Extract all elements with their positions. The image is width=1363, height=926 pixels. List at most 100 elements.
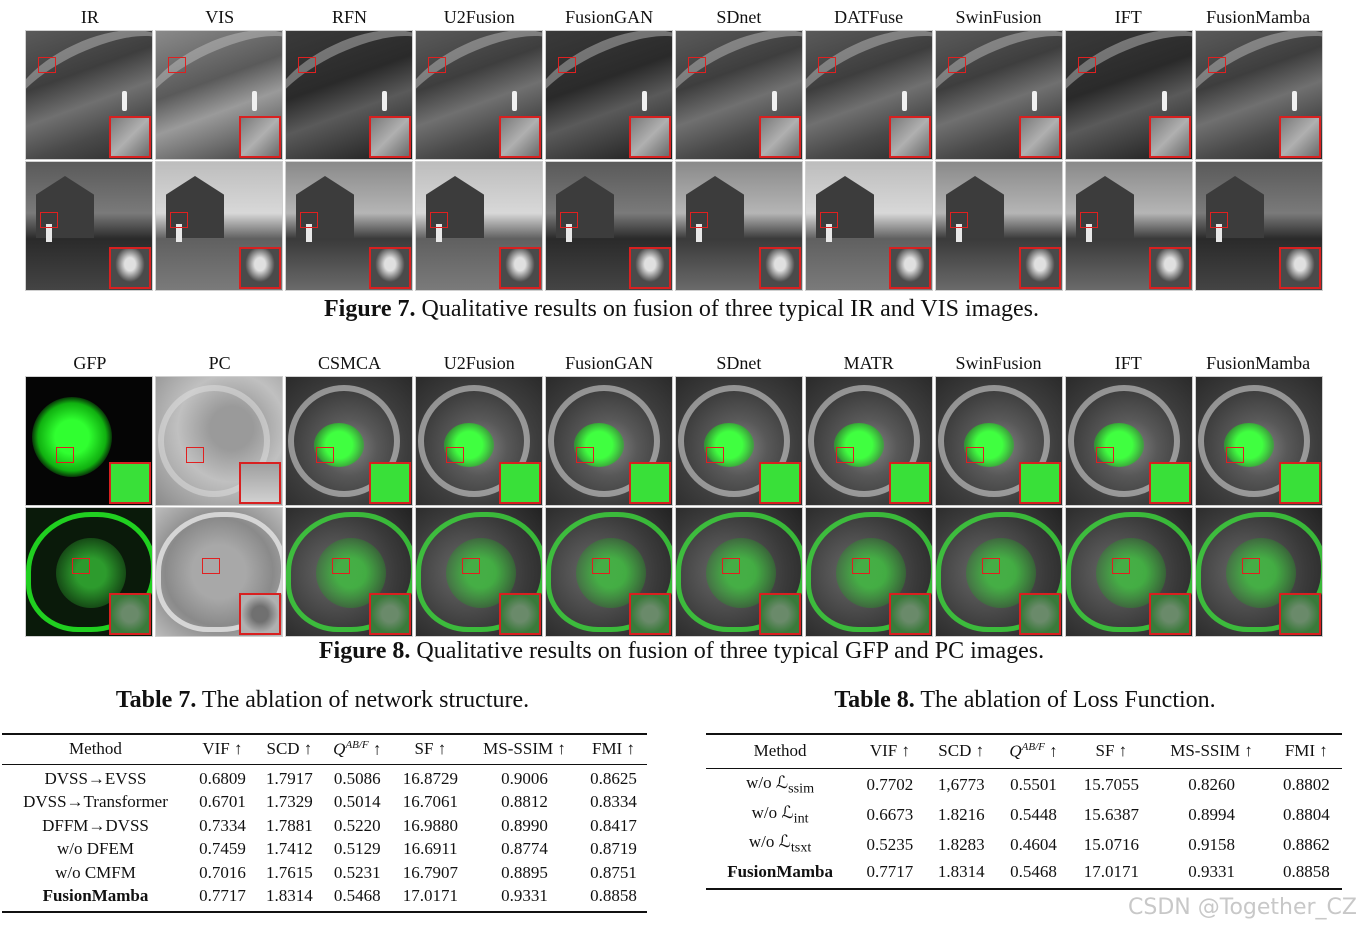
image-tile [675, 376, 803, 506]
roi-box [950, 212, 968, 228]
image-tile [285, 507, 413, 637]
table-label: Table 8. [834, 687, 915, 713]
roi-box [202, 558, 220, 574]
image-tile [155, 161, 283, 291]
table-row: w/o ℒint 0.6673 1.8216 0.5448 15.6387 0.8994 0… [751, 802, 1330, 826]
table-8-title: Table 8. The ablation of Loss Function. [705, 687, 1345, 714]
table-title-text: The ablation of network structure. [201, 687, 530, 713]
roi-box [186, 447, 204, 463]
header-scd: SCD ↑ [255, 732, 323, 765]
zoom-inset [1019, 462, 1061, 504]
image-tile [1065, 507, 1193, 637]
roi-box [982, 558, 1000, 574]
image-tile [675, 30, 803, 160]
roi-box [836, 447, 854, 463]
image-tile [1195, 161, 1323, 291]
table-row: w/o ℒssim 0.7702 1,6773 0.5501 15.7055 0.8260… [746, 772, 1330, 797]
column-label: CSMCA [317, 353, 381, 373]
table-row: DVSS→Transformer 0.6701 1.7329 0.5014 16.706… [23, 792, 637, 812]
zoom-inset [629, 462, 671, 504]
column-label: FusionMamba [1206, 353, 1311, 373]
column-label: FusionGAN [565, 353, 654, 373]
zoom-inset [499, 593, 541, 635]
zoom-inset [1019, 593, 1061, 635]
zoom-inset [109, 462, 151, 504]
table-header-row: Method VIF ↑ SCD ↑ QAB/F ↑ SF ↑ MS-SSIM … [2, 732, 647, 765]
zoom-inset [759, 462, 801, 504]
header-sf: SF ↑ [1070, 732, 1153, 769]
table-label: Table 7. [115, 687, 197, 713]
zoom-inset [369, 247, 411, 289]
figure-7-caption: Figure 7. Qualitative results on fusion … [0, 296, 1363, 323]
zoom-inset [239, 462, 281, 504]
header-vif: VIF ↑ [854, 732, 926, 769]
watermark: CSDN @Together_CZ [1128, 895, 1357, 920]
caption-label: Figure 8. [318, 638, 411, 664]
table-title-text: The ablation of Loss Function. [920, 687, 1216, 713]
zoom-inset [1019, 116, 1061, 158]
table-row: w/o ℒtsxt 0.5235 1.8283 0.4604 15.0716 0.9158… [748, 832, 1330, 856]
figure-8-caption: Figure 8. Qualitative results on fusion … [0, 638, 1363, 665]
table-7: Method VIF ↑ SCD ↑ QAB/F ↑ SF ↑ MS-SSIM … [2, 732, 647, 913]
image-tile [935, 30, 1063, 160]
roi-box [818, 57, 836, 73]
caption-text: Qualitative results on fusion of three t… [421, 296, 1039, 322]
table-row: DFFM→DVSS 0.7334 1.7881 0.5220 16.9880 0.8990… [42, 815, 637, 835]
table-row: DVSS→EVSS 0.6809 1.7917 0.5086 16.8729 0.9006… [44, 768, 637, 788]
image-tile [1195, 376, 1323, 506]
zoom-inset [629, 247, 671, 289]
zoom-inset [759, 593, 801, 635]
zoom-inset [889, 462, 931, 504]
roi-box [966, 447, 984, 463]
roi-box [1078, 57, 1096, 73]
roi-box [72, 558, 90, 574]
column-label: MATR [843, 353, 894, 373]
roi-box [1096, 447, 1114, 463]
roi-box [316, 447, 334, 463]
image-tile [805, 376, 933, 506]
zoom-inset [759, 116, 801, 158]
roi-box [576, 447, 594, 463]
image-tile [155, 507, 283, 637]
header-scd: SCD ↑ [925, 732, 997, 769]
header-qabf: QAB/F ↑ [322, 732, 392, 765]
table-8: Method VIF ↑ SCD ↑ QAB/F ↑ SF ↑ MS-SSIM … [706, 732, 1342, 890]
roi-box [1226, 447, 1244, 463]
header-sf: SF ↑ [391, 732, 470, 765]
image-tile [545, 161, 673, 291]
column-label: FusionGAN [565, 7, 654, 27]
roi-box [168, 57, 186, 73]
roi-box [722, 558, 740, 574]
zoom-inset [1279, 593, 1321, 635]
roi-box [558, 57, 576, 73]
zoom-inset [1149, 247, 1191, 289]
roi-box [706, 447, 724, 463]
roi-box [332, 558, 350, 574]
zoom-inset [1279, 462, 1321, 504]
image-tile [25, 161, 153, 291]
header-ms-ssim: MS-SSIM ↑ [469, 732, 580, 765]
figure-8: GFP PC CSMCA U2Fusion FusionGAN SDnet MA… [25, 350, 1323, 638]
column-label: SDnet [716, 353, 762, 373]
column-label: FusionMamba [1206, 7, 1311, 27]
roi-box [560, 212, 578, 228]
table-header-row: Method VIF ↑ SCD ↑ QAB/F ↑ SF ↑ MS-SSIM … [706, 732, 1342, 769]
header-method: Method [2, 732, 189, 765]
figure-8-row-1 [25, 376, 1323, 506]
image-tile [415, 507, 543, 637]
header-qabf: QAB/F ↑ [996, 732, 1071, 769]
roi-box [1242, 558, 1260, 574]
image-tile [1195, 507, 1323, 637]
image-tile [805, 507, 933, 637]
zoom-inset [1019, 247, 1061, 289]
table-7-title: Table 7. The ablation of network structu… [0, 687, 645, 714]
image-tile [415, 161, 543, 291]
column-label: PC [208, 353, 231, 373]
column-label: SDnet [716, 7, 762, 27]
roi-box [690, 212, 708, 228]
zoom-inset [109, 247, 151, 289]
roi-box [852, 558, 870, 574]
zoom-inset [889, 247, 931, 289]
column-label: SwinFusion [955, 353, 1042, 373]
figure-7-column-labels: IR VIS RFN U2Fusion FusionGAN SDnet DATF… [25, 4, 1323, 30]
